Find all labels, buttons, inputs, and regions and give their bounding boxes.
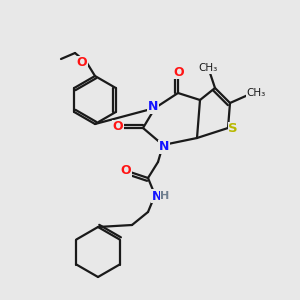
Text: S: S <box>228 122 238 136</box>
Text: N: N <box>159 140 169 154</box>
Text: O: O <box>174 65 184 79</box>
Text: H: H <box>160 191 169 201</box>
Text: O: O <box>121 164 131 178</box>
Text: CH₃: CH₃ <box>246 88 266 98</box>
Text: CH₃: CH₃ <box>198 63 218 73</box>
Text: N: N <box>152 190 162 202</box>
Text: N: N <box>148 100 158 113</box>
Text: O: O <box>113 121 123 134</box>
Text: O: O <box>77 56 87 70</box>
